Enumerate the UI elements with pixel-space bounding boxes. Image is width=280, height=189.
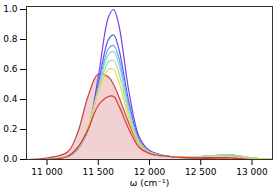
svg-text:1.0: 1.0 <box>3 4 18 14</box>
svg-text:12 000: 12 000 <box>134 167 166 177</box>
svg-text:12 500: 12 500 <box>185 167 217 177</box>
svg-text:0.0: 0.0 <box>3 154 18 164</box>
svg-text:11 500: 11 500 <box>83 167 115 177</box>
svg-text:11 000: 11 000 <box>31 167 63 177</box>
svg-text:0.2: 0.2 <box>3 124 17 134</box>
svg-text:13 000: 13 000 <box>236 167 268 177</box>
svg-text:0.4: 0.4 <box>3 94 18 104</box>
svg-text:ω (cm⁻¹): ω (cm⁻¹) <box>130 178 170 188</box>
svg-text:0.8: 0.8 <box>3 34 18 44</box>
svg-text:0.6: 0.6 <box>3 64 18 74</box>
